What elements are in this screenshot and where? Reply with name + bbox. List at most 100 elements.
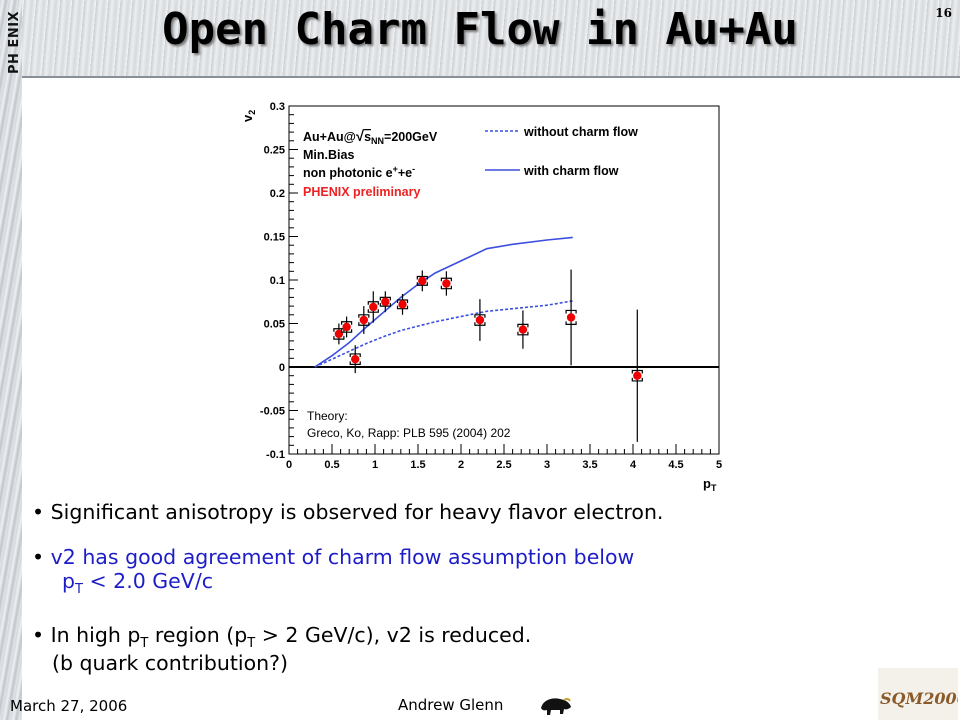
buffalo-icon: [541, 697, 571, 715]
centrality-annotation: Min.Bias: [303, 148, 354, 162]
left-texture-strip: [0, 0, 22, 720]
phenix-logo-text: PH ENIX: [7, 11, 22, 74]
sys-bracket-bottom: [440, 285, 452, 290]
legend-with-charm-flow: with charm flow: [523, 164, 619, 178]
y-axis-ticks: -0.1 -0.05 0 0.05 0.1 0.15 0.2 0.25 0.3: [260, 101, 298, 461]
x-tick-label: 0.5: [324, 459, 339, 471]
y-tick-label: -0.1: [266, 449, 285, 461]
x-tick-label: 3.5: [582, 459, 597, 471]
data-marker: [418, 276, 427, 286]
data-points: [333, 269, 643, 442]
x-axis-label: pT: [703, 476, 717, 493]
y-tick-label: 0.05: [264, 319, 285, 331]
data-marker: [518, 325, 528, 334]
data-point: [379, 291, 391, 313]
sys-bracket-bottom: [358, 322, 370, 326]
sqm2006-logo: SQM2006: [878, 668, 958, 720]
slide-title: Open Charm Flow in Au+Au: [162, 4, 798, 55]
sys-bracket-top: [349, 353, 361, 357]
data-marker: [351, 354, 360, 364]
x-tick-label: 1.5: [410, 459, 425, 471]
bullet-agreement: • v2 has good agreement of charm flow as…: [32, 545, 635, 598]
sys-bracket-bottom: [631, 377, 643, 382]
y-tick-label: 0: [279, 362, 285, 374]
y-tick-label: 0.3: [270, 101, 285, 113]
x-tick-label: 1: [372, 459, 378, 471]
data-point: [333, 323, 345, 345]
data-marker: [359, 315, 369, 325]
sys-bracket-top: [565, 309, 577, 314]
sys-bracket-bottom: [474, 322, 486, 326]
theory-reference: Greco, Ko, Rapp: PLB 595 (2004) 202: [307, 426, 511, 440]
sys-bracket-top: [367, 301, 379, 305]
bullet-agreement-line2: pT < 2.0 GeV/c: [62, 569, 213, 598]
page-number: 16: [935, 6, 952, 20]
bullet-high-pt-line1: In high pT region (pT > 2 GeV/c), v2 is …: [50, 623, 532, 652]
y-tick-label: 0.15: [264, 232, 285, 244]
data-point: [396, 293, 409, 315]
theory-curves: [314, 236, 573, 368]
data-marker: [442, 279, 451, 288]
bullet-high-pt-line2: (b quark contribution?): [52, 651, 289, 676]
without-charm-flow-curve: [314, 300, 573, 368]
experiment-annotation: PHENIX preliminary: [303, 185, 420, 199]
data-point: [517, 310, 529, 349]
sys-bracket-top: [517, 323, 529, 328]
data-point: [367, 291, 379, 323]
title-band: [0, 0, 960, 76]
data-marker: [369, 302, 378, 312]
footer-author: Andrew Glenn: [398, 696, 504, 714]
x-tick-label: 2.5: [496, 459, 511, 471]
sys-bracket-bottom: [349, 361, 361, 365]
data-marker: [475, 315, 485, 325]
sys-bracket-top: [416, 275, 428, 280]
data-marker: [398, 300, 407, 309]
sys-bracket-top: [474, 314, 486, 318]
sqm2006-logo-text: SQM2006: [880, 689, 958, 708]
x-tick-label: 4: [630, 459, 637, 471]
sys-bracket-bottom: [565, 321, 577, 325]
y-tick-label: -0.05: [260, 406, 285, 418]
sys-bracket-bottom: [379, 303, 391, 307]
bullet-anisotropy-text: Significant anisotropy is observed for h…: [50, 500, 664, 524]
sys-bracket-bottom: [396, 305, 409, 310]
data-marker: [381, 297, 390, 306]
phenix-logo: PH ENIX: [7, 11, 22, 74]
data-marker: [566, 313, 576, 322]
y-tick-label: 0.25: [264, 145, 285, 157]
sys-bracket-top: [396, 299, 409, 304]
data-point: [631, 309, 643, 442]
footer-date: March 27, 2006: [10, 697, 128, 715]
sys-bracket-top: [440, 277, 452, 282]
data-point: [474, 299, 486, 341]
legend-without-charm-flow: without charm flow: [523, 125, 638, 139]
sys-bracket-top: [631, 369, 643, 374]
x-tick-label: 3: [544, 459, 550, 471]
sys-bracket-bottom: [517, 331, 529, 336]
with-charm-flow-curve: [314, 236, 573, 368]
bullet-anisotropy: • Significant anisotropy is observed for…: [32, 500, 664, 524]
x-tick-label: 4.5: [668, 459, 683, 471]
data-point: [565, 269, 577, 366]
y-tick-label: 0.1: [270, 275, 285, 287]
title-divider: [0, 76, 960, 78]
data-marker: [342, 322, 351, 332]
data-point: [358, 306, 370, 334]
sys-bracket-top: [358, 314, 370, 318]
chart-panel: [237, 88, 733, 483]
x-axis-ticks: 0 0.5 1 1.5 2 2.5 3 3.5 4 4.5 5: [286, 444, 722, 471]
x-tick-label: 0: [286, 459, 292, 471]
sys-bracket-top: [379, 296, 391, 301]
y-axis-label: v2: [240, 110, 257, 122]
collision-annotation: Au+Au@√sNN=200GeV: [303, 128, 438, 146]
sys-bracket-top: [341, 321, 353, 325]
data-marker: [334, 329, 344, 339]
sys-bracket-bottom: [367, 309, 379, 313]
data-point: [349, 345, 361, 374]
data-point: [416, 270, 428, 292]
sys-bracket-bottom: [333, 336, 345, 340]
theory-label: Theory:: [307, 409, 348, 423]
sys-bracket-top: [333, 328, 345, 332]
sys-bracket-bottom: [341, 329, 353, 333]
data-point: [341, 316, 353, 338]
